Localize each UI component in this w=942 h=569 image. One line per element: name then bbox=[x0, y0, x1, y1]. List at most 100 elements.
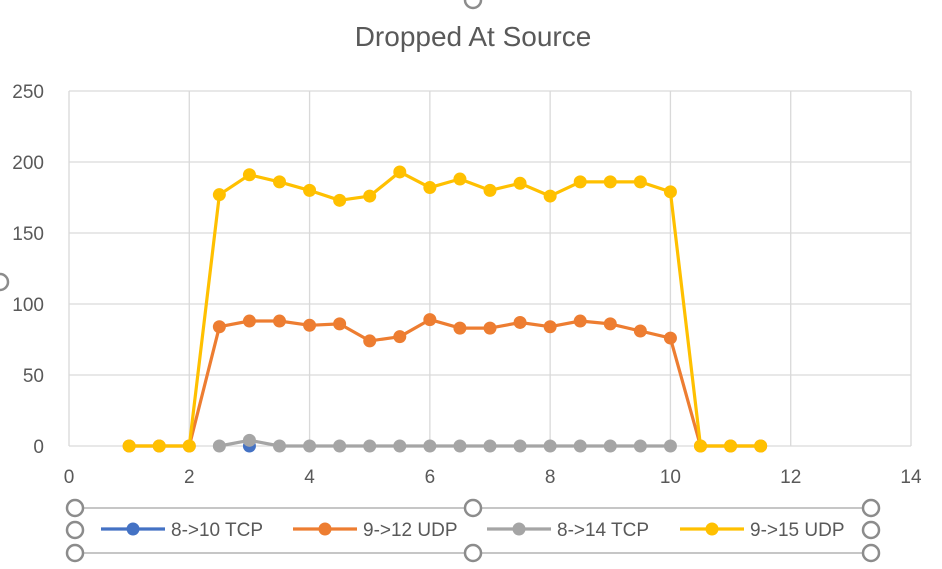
data-point bbox=[212, 439, 226, 453]
data-point bbox=[663, 439, 677, 453]
legend-marker bbox=[705, 522, 719, 536]
data-point bbox=[212, 320, 226, 334]
data-point bbox=[152, 439, 166, 453]
data-point bbox=[573, 175, 587, 189]
legend: 8->10 TCP 9->12 UDP 8->14 TCP 9->15 UDP bbox=[101, 520, 845, 541]
data-point bbox=[393, 165, 407, 179]
data-series bbox=[122, 165, 768, 453]
resize-handle[interactable] bbox=[861, 543, 881, 563]
data-point bbox=[483, 321, 497, 335]
data-point bbox=[393, 330, 407, 344]
legend-label: 9->15 UDP bbox=[750, 520, 845, 541]
axis-tick-labels: 0 50 100 150 200 250 0 2 4 6 8 10 12 14 bbox=[12, 82, 922, 488]
data-point bbox=[393, 439, 407, 453]
data-point bbox=[333, 439, 347, 453]
resize-handle[interactable] bbox=[65, 498, 85, 518]
data-point bbox=[603, 317, 617, 331]
data-point bbox=[663, 331, 677, 345]
data-point bbox=[303, 183, 317, 197]
resize-handle[interactable] bbox=[65, 543, 85, 563]
data-point bbox=[423, 313, 437, 327]
series-line bbox=[219, 438, 671, 448]
resize-handle[interactable] bbox=[0, 272, 10, 292]
data-point bbox=[483, 183, 497, 197]
resize-handle[interactable] bbox=[463, 0, 483, 10]
data-point bbox=[754, 439, 768, 453]
data-point bbox=[543, 189, 557, 203]
data-point bbox=[273, 439, 286, 453]
legend-entry[interactable]: 8->10 TCP bbox=[101, 520, 263, 541]
data-point bbox=[633, 324, 647, 338]
x-tick-label: 12 bbox=[780, 467, 801, 488]
data-point bbox=[423, 439, 437, 453]
data-point bbox=[453, 321, 467, 335]
data-point bbox=[242, 314, 256, 328]
y-tick-label: 100 bbox=[12, 295, 44, 316]
legend-label: 8->14 TCP bbox=[557, 520, 649, 541]
selection-handles[interactable] bbox=[0, 0, 881, 563]
data-point bbox=[303, 318, 317, 332]
data-point bbox=[543, 320, 557, 334]
y-tick-label: 200 bbox=[12, 153, 44, 174]
gridlines bbox=[68, 90, 912, 447]
data-point bbox=[513, 315, 527, 329]
x-tick-label: 14 bbox=[900, 467, 922, 488]
series-line bbox=[129, 170, 761, 448]
data-point bbox=[242, 168, 256, 182]
y-tick-label: 250 bbox=[12, 82, 44, 103]
data-point bbox=[633, 439, 647, 453]
data-point bbox=[453, 172, 467, 186]
data-point bbox=[363, 334, 377, 348]
data-point bbox=[573, 314, 587, 328]
x-tick-label: 6 bbox=[425, 467, 436, 488]
x-tick-label: 4 bbox=[304, 467, 315, 488]
data-point bbox=[182, 439, 196, 453]
data-point bbox=[212, 188, 226, 202]
legend-entry[interactable]: 9->15 UDP bbox=[680, 520, 845, 541]
x-tick-label: 0 bbox=[64, 467, 75, 488]
data-point bbox=[483, 439, 497, 453]
series-line bbox=[129, 318, 761, 448]
resize-handle[interactable] bbox=[861, 520, 881, 540]
data-point bbox=[363, 189, 377, 203]
x-tick-label: 8 bbox=[545, 467, 556, 488]
data-point bbox=[122, 439, 136, 453]
data-point bbox=[633, 175, 647, 189]
legend-marker bbox=[126, 522, 140, 536]
data-point bbox=[663, 185, 677, 199]
resize-handle[interactable] bbox=[463, 543, 483, 563]
resize-handle[interactable] bbox=[463, 498, 483, 518]
data-point bbox=[333, 317, 347, 331]
data-point bbox=[303, 439, 317, 453]
series-2 bbox=[212, 433, 677, 453]
data-point bbox=[513, 176, 527, 190]
legend-entry[interactable]: 8->14 TCP bbox=[487, 520, 649, 541]
data-point bbox=[603, 439, 617, 453]
data-point bbox=[453, 439, 467, 453]
legend-label: 9->12 UDP bbox=[363, 520, 458, 541]
resize-handle[interactable] bbox=[65, 520, 85, 540]
legend-marker bbox=[512, 522, 526, 536]
data-point bbox=[273, 314, 286, 328]
series-3 bbox=[122, 165, 768, 453]
legend-label: 8->10 TCP bbox=[171, 520, 263, 541]
data-point bbox=[423, 181, 437, 195]
data-point bbox=[242, 433, 256, 447]
data-point bbox=[543, 439, 557, 453]
y-tick-label: 0 bbox=[33, 437, 44, 458]
y-tick-label: 150 bbox=[12, 224, 44, 245]
chart-title: Dropped At Source bbox=[355, 21, 592, 52]
data-point bbox=[603, 175, 617, 189]
data-point bbox=[573, 439, 587, 453]
legend-entry[interactable]: 9->12 UDP bbox=[293, 520, 458, 541]
data-point bbox=[333, 193, 347, 207]
x-tick-label: 2 bbox=[184, 467, 195, 488]
data-point bbox=[724, 439, 738, 453]
data-point bbox=[694, 439, 707, 453]
resize-handle[interactable] bbox=[861, 498, 881, 518]
data-point bbox=[513, 439, 527, 453]
data-point bbox=[273, 175, 286, 189]
y-tick-label: 50 bbox=[23, 366, 44, 387]
